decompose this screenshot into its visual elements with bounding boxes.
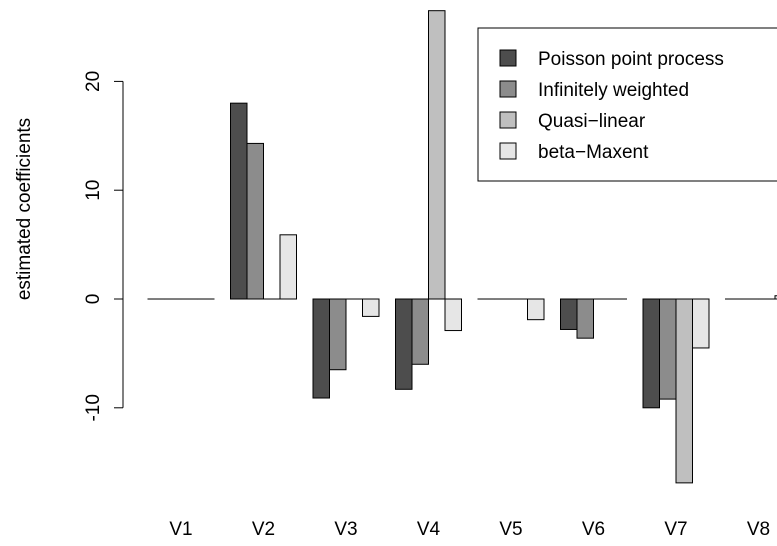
legend-swatch-3 (499, 111, 517, 129)
x-tick-label: V8 (747, 519, 770, 540)
x-tick-label: V5 (499, 519, 522, 540)
bar-v6-series-2 (576, 298, 594, 339)
y-tick-label: 0 (83, 294, 104, 305)
bar-v8-series-4 (774, 295, 777, 300)
bar-v6-series-1 (560, 298, 578, 330)
bar-v2-series-1 (230, 102, 248, 300)
legend-label-1: Poisson point process (538, 49, 724, 70)
bar-v5-series-4 (527, 298, 545, 321)
bar-v3-series-2 (329, 298, 347, 371)
bar-v3-series-1 (312, 298, 330, 399)
bar-v7-series-3 (675, 298, 693, 484)
legend-label-3: Quasi−linear (538, 111, 646, 132)
bars-group (147, 10, 777, 484)
legend-items: Poisson point process Infinitely weighted… (499, 49, 724, 163)
bar-v7-series-4 (692, 298, 710, 349)
y-ticks: -10 0 10 20 (83, 71, 123, 422)
legend-label-4: beta−Maxent (538, 142, 649, 163)
y-tick-label: -10 (83, 394, 104, 421)
x-tick-label: V4 (417, 519, 441, 540)
bar-v4-series-4 (444, 298, 462, 332)
legend-swatch-4 (499, 142, 517, 160)
x-tick-label: V1 (169, 519, 192, 540)
bar-v7-series-1 (642, 298, 660, 409)
legend: Poisson point process Infinitely weighted… (477, 27, 777, 182)
x-tick-label: V3 (334, 519, 357, 540)
x-tick-label: V2 (252, 519, 275, 540)
x-tick-label: V6 (582, 519, 605, 540)
x-tick-label: V7 (664, 519, 687, 540)
bar-v3-series-4 (362, 298, 380, 317)
legend-swatch-2 (499, 80, 517, 98)
y-axis-title: estimated coefficients (14, 118, 35, 300)
bar-v4-series-1 (395, 298, 413, 390)
y-tick-label: 10 (83, 180, 104, 201)
y-axis: -10 0 10 20 (83, 71, 124, 422)
bar-v2-series-2 (246, 142, 264, 300)
legend-label-2: Infinitely weighted (538, 80, 689, 101)
y-tick-label: 20 (83, 71, 104, 92)
bar-v7-series-2 (659, 298, 677, 400)
bar-v2-series-4 (279, 234, 297, 300)
legend-swatch-1 (499, 49, 517, 67)
bar-v4-series-2 (411, 298, 429, 365)
x-tick-labels: V1 V2 V3 V4 V5 V6 V7 V8 (169, 519, 770, 540)
legend-box (477, 27, 777, 182)
bar-v4-series-3 (428, 10, 446, 300)
